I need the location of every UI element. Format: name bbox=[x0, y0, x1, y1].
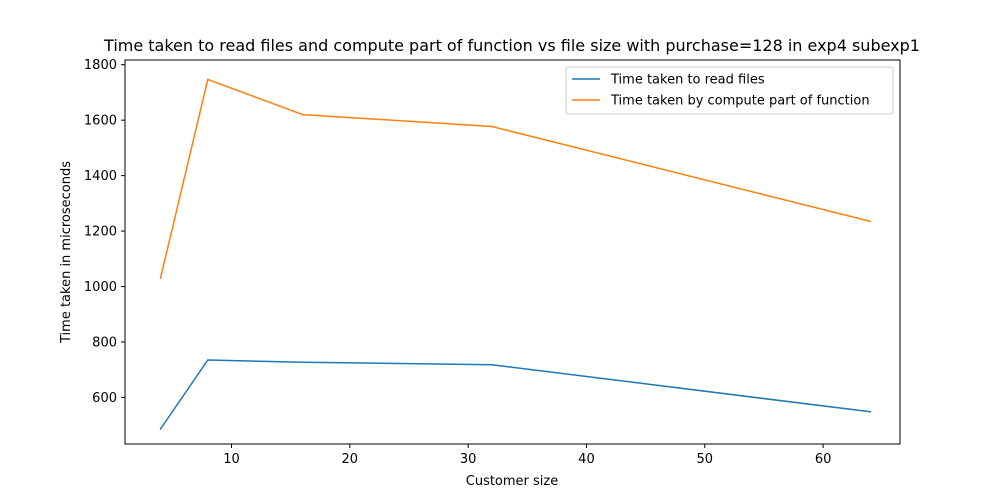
data-point bbox=[490, 363, 493, 366]
y-axis-ticks: 600 800 1000 1200 1400 1600 1800 bbox=[84, 58, 125, 406]
x-tick-label: 60 bbox=[815, 452, 832, 467]
chart-title: Time taken to read files and compute par… bbox=[103, 36, 920, 55]
legend: Time taken to read files Time taken by co… bbox=[565, 66, 894, 115]
data-point bbox=[207, 359, 209, 361]
y-tick-label: 600 bbox=[92, 391, 117, 406]
data-point bbox=[869, 411, 872, 413]
y-tick-label: 800 bbox=[92, 335, 117, 350]
x-tick-label: 10 bbox=[223, 452, 240, 467]
plot-frame bbox=[124, 59, 901, 445]
y-tick-label: 1400 bbox=[84, 169, 117, 184]
data-point bbox=[207, 78, 209, 81]
y-tick-label: 1800 bbox=[84, 58, 117, 73]
data-point bbox=[869, 220, 872, 223]
data-point bbox=[490, 125, 493, 128]
data-point bbox=[301, 361, 304, 364]
legend-label-1: Time taken to read files bbox=[610, 73, 765, 88]
x-tick-label: 40 bbox=[578, 452, 595, 467]
x-tick-label: 30 bbox=[460, 452, 477, 467]
y-tick-label: 1200 bbox=[84, 225, 117, 240]
data-point bbox=[159, 277, 162, 280]
data-point bbox=[159, 428, 162, 430]
x-tick-label: 50 bbox=[696, 452, 713, 467]
y-axis-label: Time taken in microseconds bbox=[59, 161, 74, 344]
data-point bbox=[301, 113, 304, 116]
y-tick-label: 1000 bbox=[84, 280, 117, 295]
series-lines bbox=[159, 78, 872, 430]
plot-area: 10 20 30 40 50 60 600 800 1000 1200 1400 1600 1800 bbox=[84, 58, 901, 467]
x-axis-label: Customer size bbox=[466, 474, 559, 489]
legend-box bbox=[565, 66, 894, 115]
series-line-1 bbox=[159, 359, 871, 430]
x-axis-ticks: 10 20 30 40 50 60 bbox=[223, 444, 831, 467]
legend-label-2: Time taken by compute part of function bbox=[610, 94, 870, 109]
y-tick-label: 1600 bbox=[84, 114, 117, 129]
x-tick-label: 20 bbox=[342, 452, 359, 467]
